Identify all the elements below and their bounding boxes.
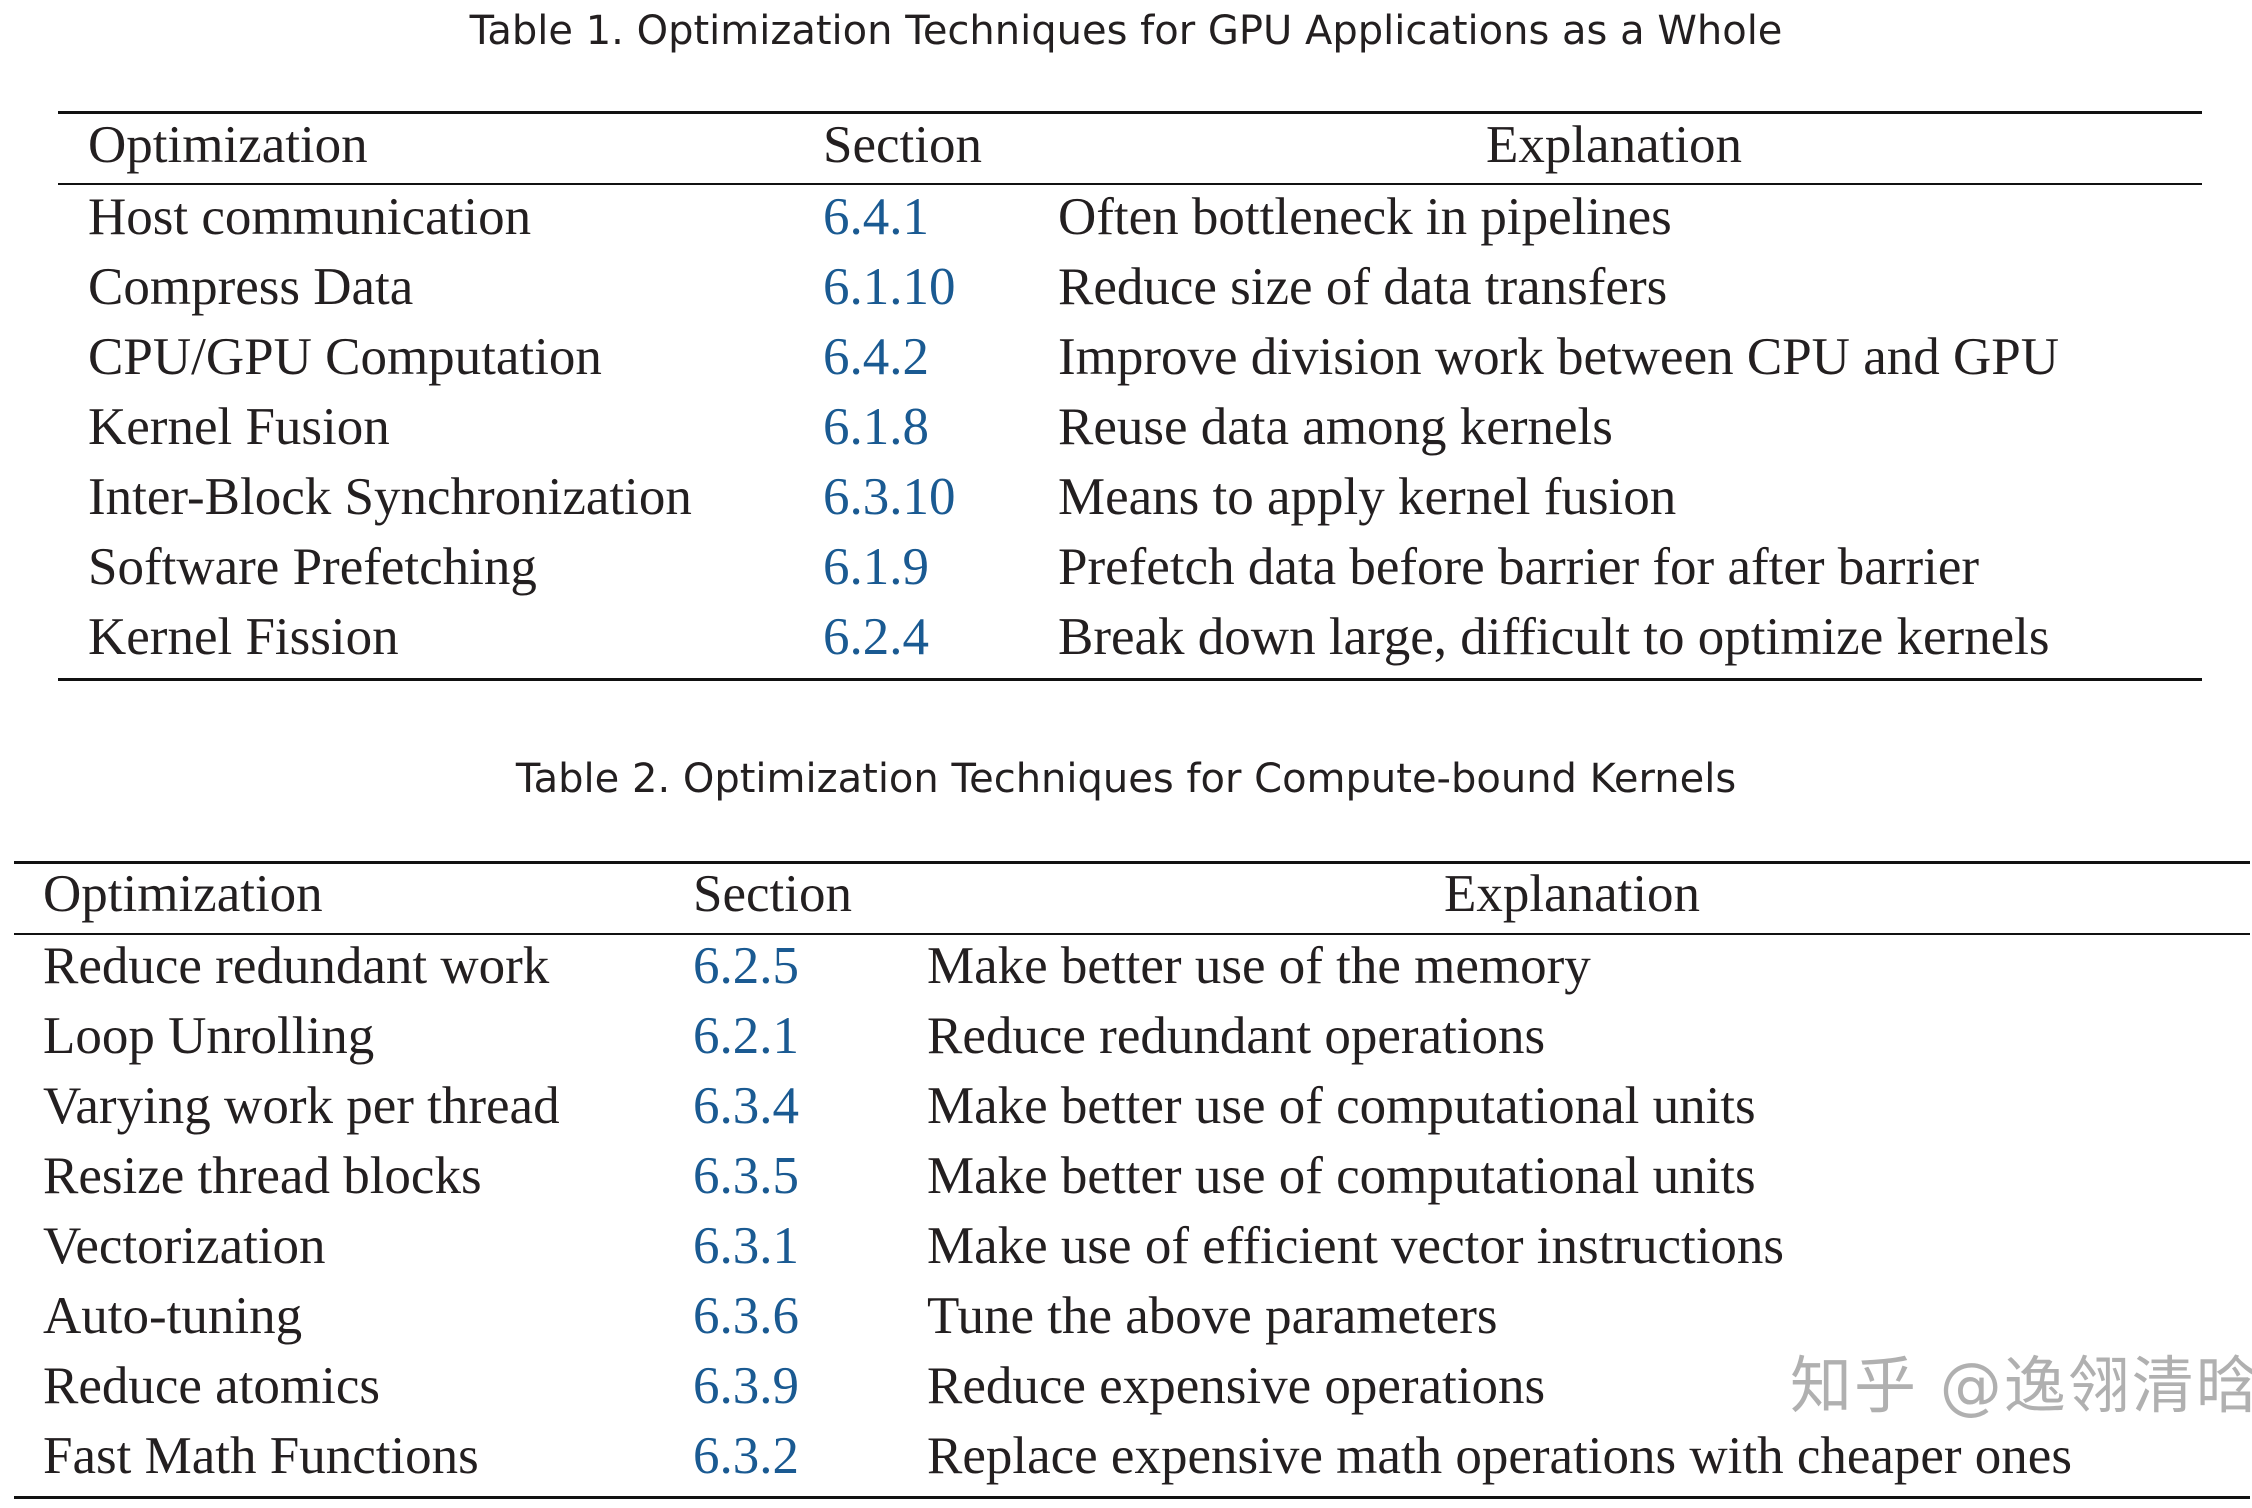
explanation-cell: Replace expensive math operations with c… [927, 1427, 2072, 1485]
explanation-cell: Reduce expensive operations [927, 1357, 1546, 1415]
explanation-cell: Tune the above parameters [927, 1287, 1498, 1345]
optimization-cell: Fast Math Functions [43, 1427, 479, 1485]
table-caption: Table 2. Optimization Techniques for Com… [515, 756, 1737, 802]
header-explanation: Explanation [1443, 865, 1701, 923]
header-explanation: Explanation [1485, 116, 1743, 174]
section-link[interactable]: 6.1.9 [823, 538, 929, 596]
explanation-cell: Reduce size of data transfers [1058, 258, 1668, 316]
header-optimization: Optimization [43, 865, 323, 923]
optimization-cell: Reduce atomics [43, 1357, 381, 1415]
optimization-cell: Resize thread blocks [43, 1147, 482, 1205]
optimization-cell: Kernel Fusion [88, 398, 390, 456]
optimization-cell: Software Prefetching [88, 538, 537, 596]
section-link[interactable]: 6.4.1 [823, 188, 929, 246]
optimization-cell: Reduce redundant work [43, 937, 550, 995]
optimization-cell: Auto-tuning [43, 1287, 303, 1345]
optimization-cell: Varying work per thread [43, 1077, 560, 1135]
top-rule [58, 111, 2202, 114]
header-section: Section [823, 116, 982, 174]
explanation-cell: Break down large, difficult to optimize … [1058, 608, 2050, 666]
bottom-rule [14, 1496, 2250, 1499]
section-link[interactable]: 6.3.9 [693, 1357, 799, 1415]
section-link[interactable]: 6.2.1 [693, 1007, 799, 1065]
optimization-cell: Vectorization [43, 1217, 326, 1275]
explanation-cell: Reuse data among kernels [1058, 398, 1613, 456]
section-link[interactable]: 6.3.1 [693, 1217, 799, 1275]
optimization-cell: CPU/GPU Computation [88, 328, 602, 386]
explanation-cell: Make better use of computational units [927, 1147, 1756, 1205]
section-link[interactable]: 6.3.10 [823, 468, 956, 526]
optimization-cell: Loop Unrolling [43, 1007, 375, 1065]
section-link[interactable]: 6.2.5 [693, 937, 799, 995]
optimization-cell: Inter-Block Synchronization [88, 468, 692, 526]
watermark: 知乎 @逸翎清晗 [1790, 1349, 2252, 1422]
top-rule [14, 861, 2250, 864]
section-link[interactable]: 6.4.2 [823, 328, 929, 386]
header-section: Section [693, 865, 852, 923]
explanation-cell: Make better use of computational units [927, 1077, 1756, 1135]
section-link[interactable]: 6.3.5 [693, 1147, 799, 1205]
optimization-cell: Host communication [88, 188, 532, 246]
bottom-rule [58, 678, 2202, 681]
section-link[interactable]: 6.3.2 [693, 1427, 799, 1485]
explanation-cell: Often bottleneck in pipelines [1058, 188, 1672, 246]
explanation-cell: Make better use of the memory [927, 937, 1591, 995]
header-rule [58, 183, 2202, 185]
section-link[interactable]: 6.2.4 [823, 608, 929, 666]
table-caption: Table 1. Optimization Techniques for GPU… [469, 8, 1783, 54]
optimization-cell: Kernel Fission [88, 608, 399, 666]
section-link[interactable]: 6.1.8 [823, 398, 929, 456]
section-link[interactable]: 6.1.10 [823, 258, 956, 316]
optimization-cell: Compress Data [88, 258, 414, 316]
header-rule [14, 933, 2250, 935]
header-optimization: Optimization [88, 116, 368, 174]
explanation-cell: Means to apply kernel fusion [1058, 468, 1677, 526]
section-link[interactable]: 6.3.4 [693, 1077, 799, 1135]
explanation-cell: Prefetch data before barrier for after b… [1058, 538, 1980, 596]
explanation-cell: Make use of efficient vector instruction… [927, 1217, 1785, 1275]
explanation-cell: Reduce redundant operations [927, 1007, 1546, 1065]
explanation-cell: Improve division work between CPU and GP… [1058, 328, 2059, 386]
section-link[interactable]: 6.3.6 [693, 1287, 799, 1345]
